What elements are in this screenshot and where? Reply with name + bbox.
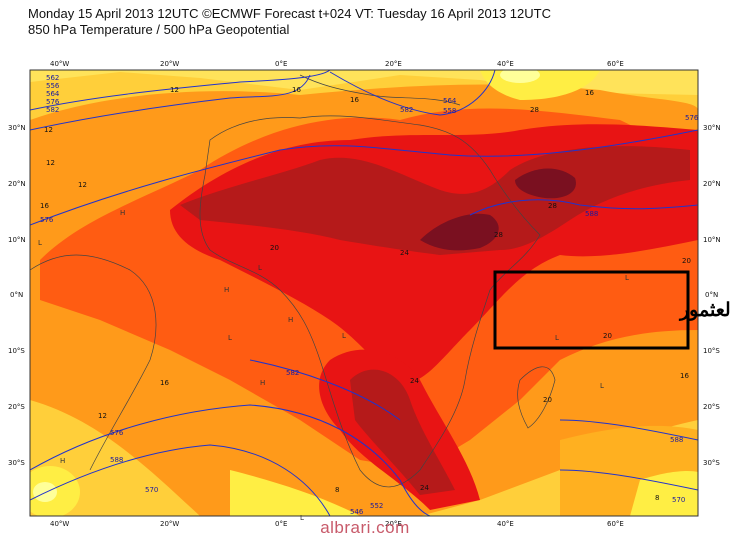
temp-label: 24 bbox=[410, 377, 419, 385]
lon-label: 20°E bbox=[385, 60, 402, 68]
lon-label: 20°E bbox=[385, 520, 402, 528]
temp-label: 12 bbox=[44, 126, 53, 134]
lon-label: 20°W bbox=[160, 60, 179, 68]
temp-label: 12 bbox=[170, 86, 179, 94]
geo-label: 556 bbox=[46, 82, 60, 90]
lon-label: 40°E bbox=[497, 520, 514, 528]
lat-label: 20°N bbox=[703, 180, 721, 188]
temp-label: 12 bbox=[98, 412, 107, 420]
map-header: Monday 15 April 2013 12UTC ©ECMWF Foreca… bbox=[28, 6, 551, 38]
lat-label: 30°N bbox=[703, 124, 721, 132]
geo-label: 562 bbox=[46, 74, 59, 82]
lon-label: 40°W bbox=[50, 520, 69, 528]
lat-label: 10°N bbox=[703, 236, 721, 244]
lon-label: 20°W bbox=[160, 520, 179, 528]
geo-label: 588 bbox=[585, 210, 598, 218]
high-marker: H bbox=[120, 209, 125, 217]
high-marker: H bbox=[224, 286, 229, 294]
temperature-field bbox=[30, 70, 698, 516]
geo-label: 588 bbox=[670, 436, 683, 444]
temp-label: 24 bbox=[400, 249, 409, 257]
geo-label: 564 bbox=[46, 90, 60, 98]
temp-label: 16 bbox=[350, 96, 359, 104]
watermark: albrari.com bbox=[320, 518, 410, 537]
lon-label: 40°E bbox=[497, 60, 514, 68]
geo-label: 582 bbox=[400, 106, 413, 114]
low-marker: L bbox=[228, 334, 232, 342]
lat-label: 30°N bbox=[8, 124, 26, 132]
lon-label: 40°W bbox=[50, 60, 69, 68]
lat-label: 0°N bbox=[705, 291, 718, 299]
geopotential-contours bbox=[30, 70, 698, 516]
temp-label: 16 bbox=[680, 372, 689, 380]
geo-label: 570 bbox=[672, 496, 685, 504]
lat-label: 20°N bbox=[8, 180, 26, 188]
forecast-subtitle: 850 hPa Temperature / 500 hPa Geopotenti… bbox=[28, 22, 290, 37]
lat-label: 10°S bbox=[703, 347, 720, 355]
lon-label: 0°E bbox=[275, 60, 287, 68]
temp-label: 16 bbox=[40, 202, 49, 210]
pressure-markers: L L L L L L H H H H H L L bbox=[38, 209, 629, 522]
temp-label: 20 bbox=[270, 244, 279, 252]
low-marker: L bbox=[38, 239, 42, 247]
temp-label: 12 bbox=[46, 159, 55, 167]
map-frame bbox=[29, 69, 699, 517]
low-marker: L bbox=[600, 382, 604, 390]
geo-label: 552 bbox=[370, 502, 383, 510]
temp-label: 16 bbox=[160, 379, 169, 387]
high-marker: H bbox=[60, 457, 65, 465]
geo-label: 576 bbox=[40, 216, 54, 224]
forecast-title: Monday 15 April 2013 12UTC ©ECMWF Foreca… bbox=[28, 6, 551, 21]
lat-label: 30°S bbox=[8, 459, 25, 467]
lat-label: 0°N bbox=[10, 291, 23, 299]
lat-label: 20°S bbox=[8, 403, 25, 411]
temp-label: 20 bbox=[603, 332, 612, 340]
geo-label: 588 bbox=[110, 456, 123, 464]
low-marker: L bbox=[625, 274, 629, 282]
temp-label: 24 bbox=[420, 484, 429, 492]
temp-label: 8 bbox=[335, 486, 339, 494]
temp-label: 28 bbox=[494, 231, 503, 239]
lon-label: 60°E bbox=[607, 60, 624, 68]
temp-label: 20 bbox=[543, 396, 552, 404]
lat-label: 20°S bbox=[703, 403, 720, 411]
coastlines bbox=[30, 74, 556, 488]
lon-labels-top: 40°W 20°W 0°E 20°E 40°E 60°E bbox=[50, 60, 624, 68]
lat-label: 10°S bbox=[8, 347, 25, 355]
temperature-labels: 12 12 12 12 16 16 16 16 16 16 20 20 20 2… bbox=[40, 86, 691, 502]
temp-label: 28 bbox=[530, 106, 539, 114]
lat-label: 30°S bbox=[703, 459, 720, 467]
geopotential-labels: 562 556 564 576 582 576 582 588 576 570 … bbox=[40, 74, 699, 516]
temp-label: 20 bbox=[682, 257, 691, 265]
lat-labels-right: 30°N 20°N 10°N 0°N 10°S 20°S 30°S bbox=[703, 124, 721, 467]
low-marker: L bbox=[258, 264, 262, 272]
temp-label: 16 bbox=[292, 86, 301, 94]
geo-label: 570 bbox=[145, 486, 158, 494]
geo-label: 546 bbox=[350, 508, 364, 516]
high-marker: H bbox=[288, 316, 293, 324]
low-marker: L bbox=[342, 332, 346, 340]
geo-label: 576 bbox=[685, 114, 699, 122]
low-marker: L bbox=[555, 334, 559, 342]
annotation-text: سحاب العثمور bbox=[678, 299, 730, 321]
geo-label: 582 bbox=[46, 106, 59, 114]
high-marker: H bbox=[260, 379, 265, 387]
lon-labels-bottom: 40°W 20°W 0°E 20°E 40°E 60°E bbox=[50, 520, 624, 528]
lat-labels-left: 30°N 20°N 10°N 0°N 10°S 20°S 30°S bbox=[8, 124, 26, 467]
annotation-box bbox=[493, 270, 690, 350]
temp-label: 16 bbox=[585, 89, 594, 97]
temp-label: 28 bbox=[548, 202, 557, 210]
temp-label: 12 bbox=[78, 181, 87, 189]
lon-label: 0°E bbox=[275, 520, 287, 528]
geo-label: 564 bbox=[443, 97, 457, 105]
temp-label: 8 bbox=[655, 494, 659, 502]
lat-label: 10°N bbox=[8, 236, 26, 244]
geo-label: 558 bbox=[443, 107, 456, 115]
geo-label: 576 bbox=[46, 98, 60, 106]
low-marker: L bbox=[300, 514, 304, 522]
geo-label: 576 bbox=[110, 429, 124, 437]
lon-label: 60°E bbox=[607, 520, 624, 528]
geo-label: 582 bbox=[286, 369, 299, 377]
